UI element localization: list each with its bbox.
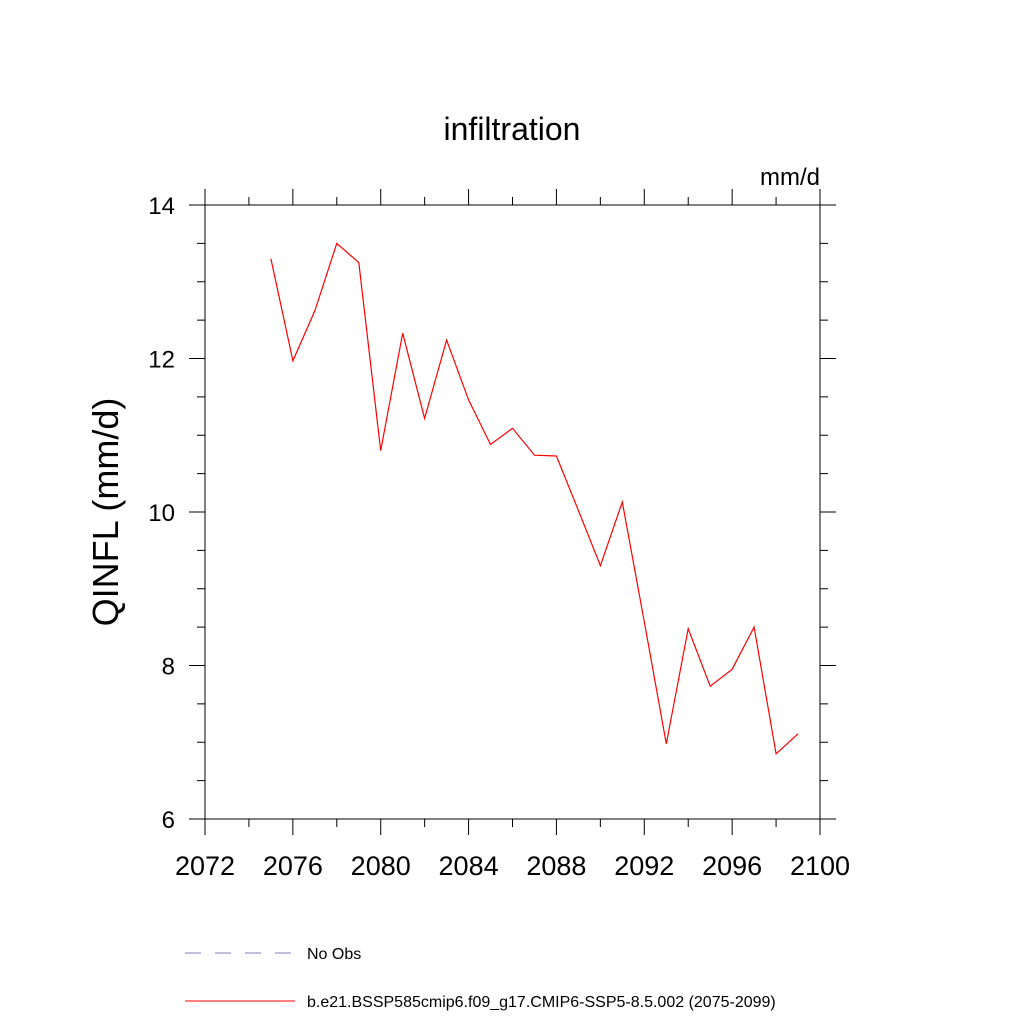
x-tick-label: 2072 xyxy=(175,851,235,881)
y-axis-label: QINFL (mm/d) xyxy=(85,398,126,627)
chart-title: infiltration xyxy=(444,111,581,147)
x-tick-label: 2084 xyxy=(439,851,499,881)
x-tick-label: 2076 xyxy=(263,851,323,881)
plot-frame xyxy=(204,204,821,820)
series-line xyxy=(270,242,799,755)
y-tick-label: 6 xyxy=(162,807,175,834)
y-tick-label: 10 xyxy=(148,500,175,527)
y-tick-label: 12 xyxy=(148,347,175,374)
x-tick-label: 2088 xyxy=(526,851,586,881)
legend: No Obs b.e21.BSSP585cmip6.f09_g17.CMIP6-… xyxy=(185,946,776,1011)
x-tick-label: 2080 xyxy=(351,851,411,881)
units-label: mm/d xyxy=(760,164,820,191)
series-layer xyxy=(270,242,799,755)
legend-label-model: b.e21.BSSP585cmip6.f09_g17.CMIP6-SSP5-8.… xyxy=(307,994,776,1011)
x-tick-label: 2100 xyxy=(790,851,850,881)
x-tick-label: 2092 xyxy=(614,851,674,881)
y-tick-label: 14 xyxy=(148,193,175,220)
x-axis-ticks: 2072 2076 2080 2084 2088 2092 2096 2100 xyxy=(175,189,850,881)
y-tick-label: 8 xyxy=(162,654,175,681)
legend-label-no-obs: No Obs xyxy=(307,946,361,963)
y-axis-ticks: 6 8 10 12 14 xyxy=(148,193,836,834)
x-tick-label: 2096 xyxy=(702,851,762,881)
